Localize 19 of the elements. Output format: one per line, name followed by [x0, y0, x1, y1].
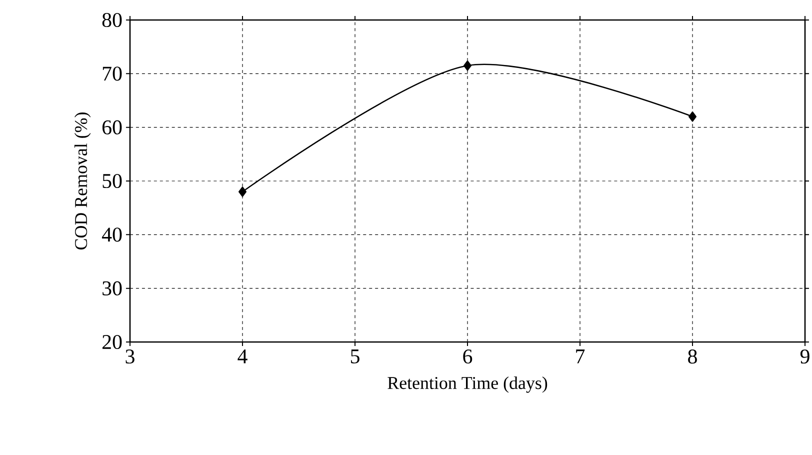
x-tick-label: 9: [800, 350, 810, 364]
y-tick-label: 40: [102, 228, 122, 242]
x-axis-title: Retention Time (days): [388, 376, 548, 393]
x-tick-label: 3: [126, 350, 134, 364]
point: [688, 111, 697, 122]
y-axis-title: COD Removal (%): [74, 112, 91, 250]
y-tick-label: 60: [102, 120, 122, 134]
y-tick-label: 20: [102, 334, 122, 350]
y-tick-label: 80: [102, 12, 122, 28]
y-tick-label: 50: [102, 174, 122, 188]
point: [238, 186, 247, 197]
x-tick-label: 8: [688, 350, 697, 364]
x-tick-label: 5: [350, 350, 360, 364]
x-tick-label: 6: [463, 350, 472, 364]
y-tick-label: 30: [102, 281, 122, 296]
y-tick-label: 70: [102, 66, 122, 81]
x-tick-label: 4: [238, 350, 248, 364]
x-tick-label: 7: [576, 350, 585, 364]
point: [463, 60, 472, 71]
